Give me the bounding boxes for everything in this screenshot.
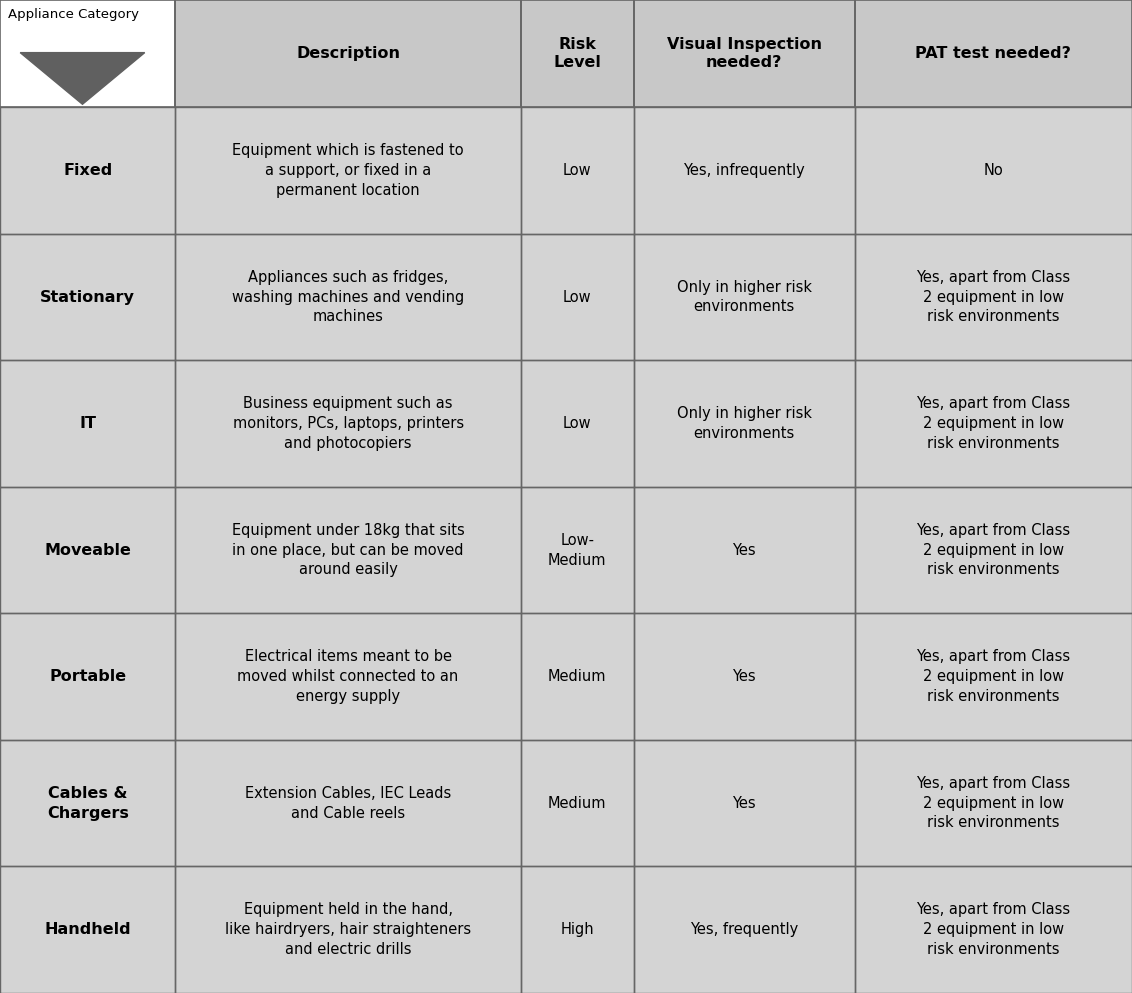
Bar [855,867,1132,993]
Bar [855,0,1132,107]
Bar [0,614,175,740]
Bar [634,107,855,233]
Text: Yes: Yes [732,542,756,558]
Bar [175,360,521,487]
Text: Only in higher risk
environments: Only in higher risk environments [677,280,812,315]
Text: Equipment held in the hand,
like hairdryers, hair straighteners
and electric dri: Equipment held in the hand, like hairdry… [225,903,471,957]
Bar [0,740,175,867]
Bar [634,487,855,614]
Text: High: High [560,922,594,937]
Text: Yes, apart from Class
2 equipment in low
risk environments: Yes, apart from Class 2 equipment in low… [916,776,1071,830]
Bar [521,487,634,614]
Text: Handheld: Handheld [44,922,131,937]
Text: IT: IT [79,416,96,431]
Bar [521,867,634,993]
Bar [521,740,634,867]
Text: Moveable: Moveable [44,542,131,558]
Text: Business equipment such as
monitors, PCs, laptops, printers
and photocopiers: Business equipment such as monitors, PCs… [232,396,464,451]
Bar [175,740,521,867]
Bar [175,233,521,360]
Text: Low-
Medium: Low- Medium [548,532,607,568]
Bar [0,360,175,487]
Bar [0,867,175,993]
Text: Yes, frequently: Yes, frequently [691,922,798,937]
Text: Cables &
Chargers: Cables & Chargers [46,785,129,820]
Text: PAT test needed?: PAT test needed? [916,46,1071,62]
Bar [521,360,634,487]
Bar [634,614,855,740]
Text: Visual Inspection
needed?: Visual Inspection needed? [667,38,822,70]
Bar [175,867,521,993]
Text: Yes: Yes [732,669,756,684]
Bar [0,487,175,614]
Text: Yes, apart from Class
2 equipment in low
risk environments: Yes, apart from Class 2 equipment in low… [916,270,1071,325]
Text: Yes, apart from Class
2 equipment in low
risk environments: Yes, apart from Class 2 equipment in low… [916,523,1071,577]
Bar [521,614,634,740]
Bar [634,233,855,360]
Bar [855,233,1132,360]
Polygon shape [20,53,145,104]
Text: Portable: Portable [49,669,127,684]
Text: Electrical items meant to be
moved whilst connected to an
energy supply: Electrical items meant to be moved whils… [238,649,458,704]
Text: Yes, infrequently: Yes, infrequently [684,163,805,178]
Bar [634,0,855,107]
Text: Yes, apart from Class
2 equipment in low
risk environments: Yes, apart from Class 2 equipment in low… [916,396,1071,451]
Text: Equipment which is fastened to
a support, or fixed in a
permanent location: Equipment which is fastened to a support… [232,143,464,198]
Bar [521,233,634,360]
Bar [175,0,521,107]
Text: Stationary: Stationary [41,290,135,305]
Text: Yes: Yes [732,795,756,810]
Bar [634,360,855,487]
Bar [634,867,855,993]
Bar [175,487,521,614]
Bar [175,614,521,740]
Bar [0,0,175,107]
Text: Medium: Medium [548,795,607,810]
Text: Appliances such as fridges,
washing machines and vending
machines: Appliances such as fridges, washing mach… [232,270,464,325]
Text: Only in higher risk
environments: Only in higher risk environments [677,406,812,441]
Text: Extension Cables, IEC Leads
and Cable reels: Extension Cables, IEC Leads and Cable re… [245,785,452,820]
Text: Yes, apart from Class
2 equipment in low
risk environments: Yes, apart from Class 2 equipment in low… [916,649,1071,704]
Bar [855,740,1132,867]
Bar [855,614,1132,740]
Text: Equipment under 18kg that sits
in one place, but can be moved
around easily: Equipment under 18kg that sits in one pl… [232,523,464,577]
Text: No: No [984,163,1003,178]
Text: Medium: Medium [548,669,607,684]
Text: Appliance Category: Appliance Category [8,8,139,21]
Bar [855,360,1132,487]
Text: Low: Low [563,416,592,431]
Bar [0,107,175,233]
Text: Description: Description [297,46,400,62]
Text: Yes, apart from Class
2 equipment in low
risk environments: Yes, apart from Class 2 equipment in low… [916,903,1071,957]
Bar [855,107,1132,233]
Text: Risk
Level: Risk Level [554,38,601,70]
Text: Low: Low [563,163,592,178]
Bar [634,740,855,867]
Text: Low: Low [563,290,592,305]
Text: Fixed: Fixed [63,163,112,178]
Bar [855,487,1132,614]
Bar [521,107,634,233]
Bar [175,107,521,233]
Bar [521,0,634,107]
Bar [0,233,175,360]
